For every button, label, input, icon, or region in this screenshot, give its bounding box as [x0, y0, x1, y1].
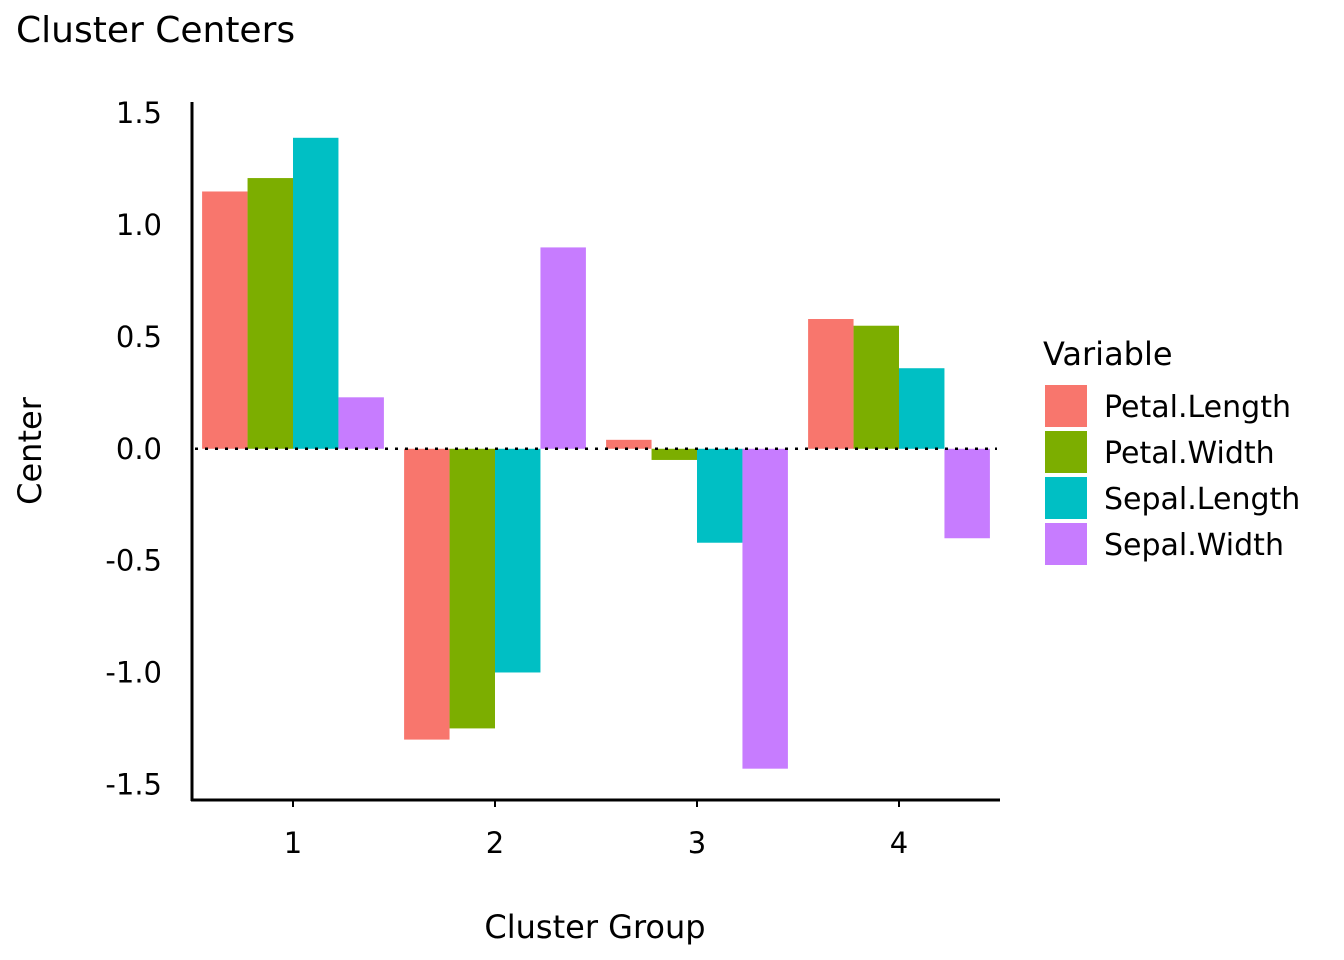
- legend-label-petal-width: Petal.Width: [1104, 436, 1275, 471]
- legend-swatch-petal-length: [1045, 385, 1087, 427]
- y-tick-label: 1.5: [116, 96, 162, 130]
- bar-sepal-width-cluster-3: [742, 448, 788, 769]
- y-tick-label: -1.0: [105, 655, 162, 689]
- y-tick-label: -0.5: [105, 544, 162, 578]
- bar-petal-width-cluster-4: [853, 325, 899, 449]
- legend-label-sepal-length: Sepal.Length: [1104, 482, 1300, 517]
- bar-sepal-width-cluster-2: [540, 247, 586, 449]
- chart-title: Cluster Centers: [16, 10, 295, 51]
- legend: Variable Petal.Length Petal.Width Sepal.Le…: [1043, 335, 1300, 565]
- y-tick-label: 1.0: [116, 208, 162, 242]
- bar-petal-width-cluster-1: [247, 178, 293, 449]
- bar-petal-length-cluster-4: [808, 319, 854, 449]
- legend-swatch-sepal-width: [1045, 523, 1087, 565]
- bar-petal-length-cluster-1: [202, 191, 248, 449]
- bar-sepal-length-cluster-2: [495, 448, 541, 673]
- y-tick-label: 0.0: [116, 432, 162, 466]
- y-axis-title: Center: [11, 396, 49, 505]
- bar-petal-length-cluster-3: [606, 439, 652, 449]
- legend-label-sepal-width: Sepal.Width: [1104, 528, 1284, 563]
- x-tick-label: 2: [486, 826, 504, 860]
- x-tick-label: 4: [890, 826, 908, 860]
- bar-petal-width-cluster-3: [651, 448, 697, 460]
- bar-sepal-length-cluster-4: [899, 368, 945, 449]
- y-tick-label: -1.5: [105, 767, 162, 801]
- x-axis-title: Cluster Group: [484, 908, 705, 946]
- x-tick-label: 1: [284, 826, 302, 860]
- bars: [202, 137, 990, 769]
- legend-swatch-sepal-length: [1045, 477, 1087, 519]
- y-axis-ticks: 1.5 1.0 0.5 0.0 -0.5 -1.0 -1.5: [105, 96, 162, 801]
- bar-sepal-width-cluster-4: [944, 448, 990, 539]
- x-tick-label: 3: [688, 826, 706, 860]
- legend-swatch-petal-width: [1045, 431, 1087, 473]
- legend-title: Variable: [1043, 335, 1173, 373]
- bar-sepal-length-cluster-1: [293, 137, 339, 449]
- bar-sepal-length-cluster-3: [697, 448, 743, 543]
- legend-label-petal-length: Petal.Length: [1104, 390, 1291, 425]
- bar-petal-length-cluster-2: [404, 448, 450, 740]
- x-axis-ticks: 1 2 3 4: [284, 800, 908, 860]
- bar-sepal-width-cluster-1: [338, 397, 384, 449]
- y-tick-label: 0.5: [116, 320, 162, 354]
- bar-petal-width-cluster-2: [449, 448, 495, 729]
